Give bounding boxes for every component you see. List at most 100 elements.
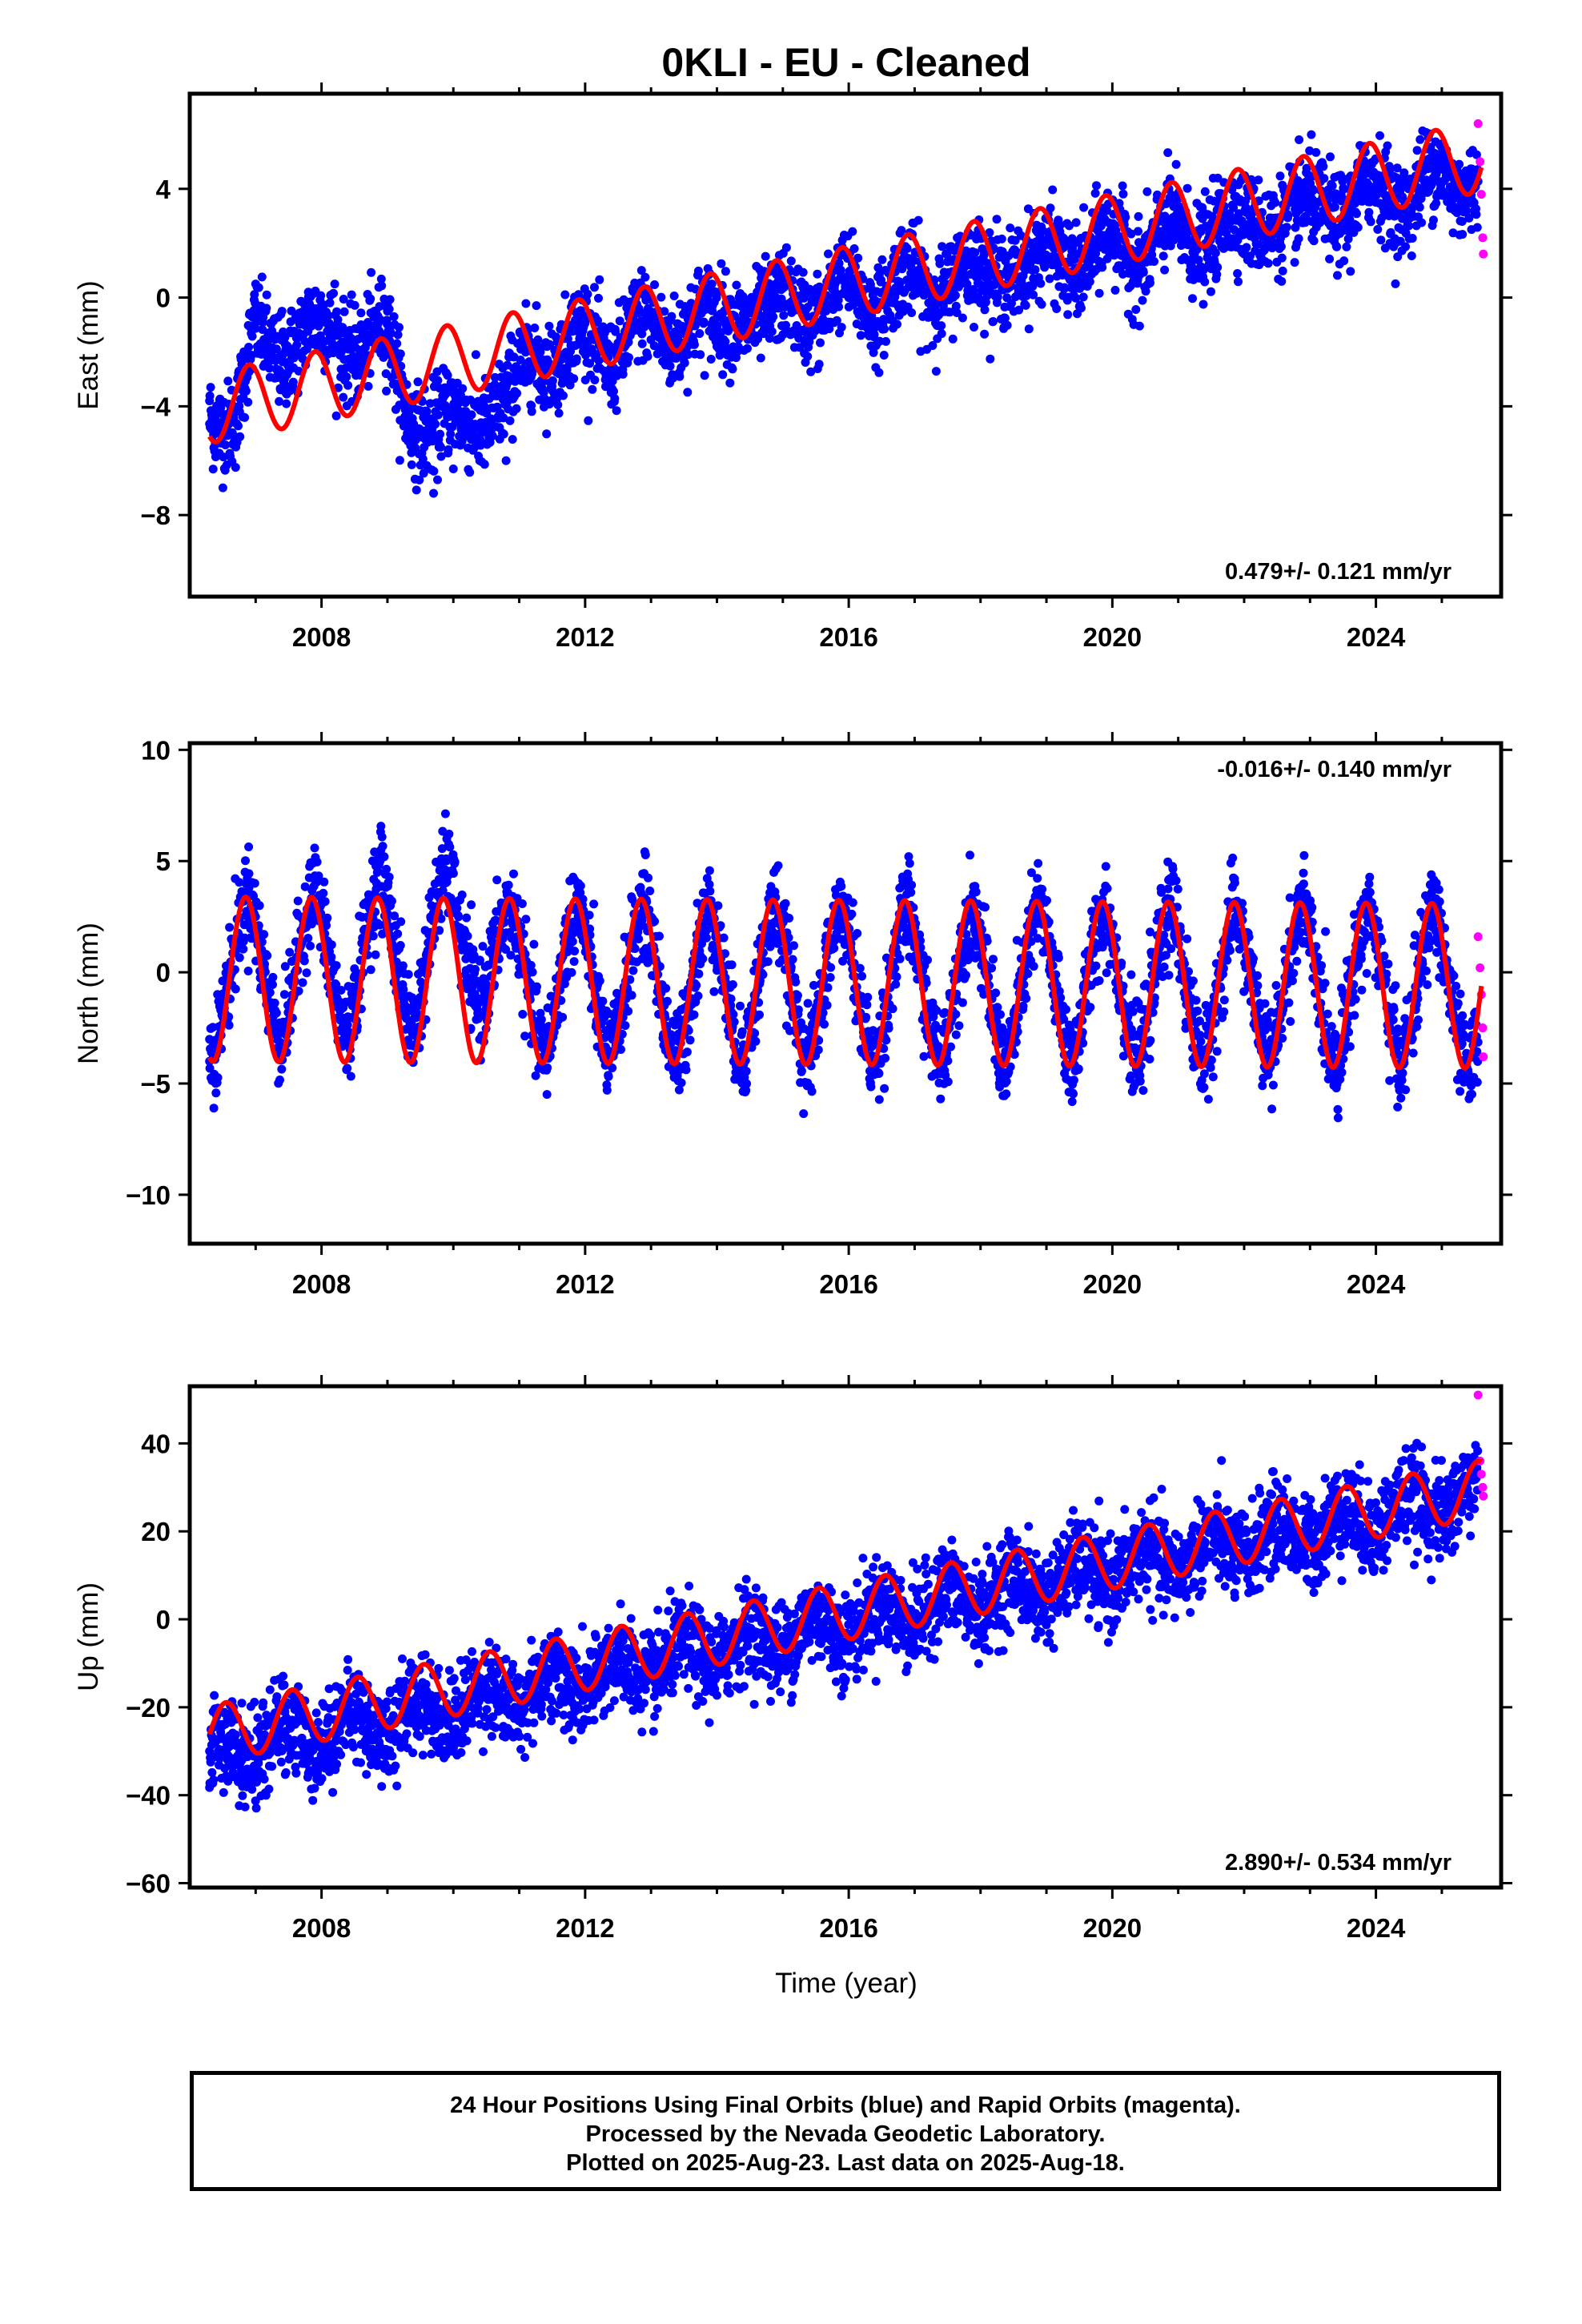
- final-orbit-point: [527, 407, 536, 416]
- final-orbit-point: [674, 331, 684, 340]
- final-orbit-point: [1401, 242, 1411, 251]
- final-orbit-point: [874, 368, 884, 377]
- final-orbit-point: [833, 296, 843, 305]
- final-orbit-point: [950, 291, 960, 300]
- final-orbit-point: [620, 1021, 630, 1031]
- final-orbit-point: [1375, 131, 1384, 140]
- final-orbit-point: [675, 372, 685, 381]
- final-orbit-point: [680, 358, 689, 368]
- final-orbit-point: [834, 259, 844, 268]
- final-orbit-point: [913, 215, 923, 225]
- final-orbit-point: [611, 327, 620, 336]
- final-orbit-point: [589, 899, 599, 909]
- final-orbit-point: [1472, 210, 1481, 219]
- final-orbit-point: [624, 337, 633, 347]
- final-orbit-point: [610, 394, 620, 404]
- y-tick-label: 0: [156, 283, 171, 313]
- final-orbit-point: [488, 431, 497, 440]
- final-orbit-point: [615, 316, 624, 326]
- final-orbit-point: [1423, 187, 1433, 196]
- x-tick-label: 2016: [819, 622, 877, 652]
- final-orbit-point: [559, 391, 568, 400]
- final-orbit-point: [532, 301, 541, 311]
- final-orbit-point: [997, 234, 1006, 243]
- final-orbit-point: [1006, 223, 1015, 233]
- final-orbit-point: [501, 456, 511, 465]
- final-orbit-point: [224, 1020, 234, 1030]
- final-orbit-point: [1239, 249, 1249, 259]
- final-orbit-point: [262, 304, 271, 313]
- final-orbit-point: [713, 321, 722, 331]
- final-orbit-point: [1266, 219, 1275, 229]
- final-orbit-point: [346, 1072, 355, 1081]
- final-orbit-point: [1277, 253, 1287, 263]
- final-orbit-point: [576, 881, 585, 891]
- final-orbit-point: [438, 886, 448, 895]
- final-orbit-point: [1415, 135, 1425, 144]
- final-orbit-point: [637, 339, 647, 348]
- final-orbit-point: [531, 1071, 540, 1080]
- rapid-orbit-point: [1473, 119, 1483, 128]
- final-orbit-point: [270, 999, 279, 1007]
- final-orbit-point: [303, 934, 313, 943]
- final-orbit-point: [1118, 181, 1127, 191]
- final-orbit-point: [219, 452, 228, 462]
- final-orbit-point: [436, 442, 445, 452]
- x-tick-label: 2008: [292, 622, 351, 652]
- final-orbit-point: [413, 377, 423, 387]
- final-orbit-point: [814, 360, 824, 369]
- final-orbit-point: [275, 396, 284, 406]
- final-orbit-point: [1290, 258, 1299, 267]
- final-orbit-point: [701, 933, 711, 943]
- final-orbit-point: [1339, 256, 1349, 266]
- final-orbit-point: [1110, 285, 1120, 295]
- final-orbit-point: [728, 364, 737, 374]
- final-orbit-point: [205, 396, 215, 406]
- final-orbit-point: [1371, 198, 1381, 207]
- final-orbit-point: [569, 957, 579, 967]
- final-orbit-point: [1024, 324, 1034, 334]
- final-orbit-point: [902, 243, 912, 253]
- rapid-orbit-points: [1473, 119, 1488, 259]
- final-orbit-point: [1295, 135, 1304, 144]
- final-orbit-point: [1345, 227, 1355, 237]
- final-orbit-point: [602, 1085, 612, 1095]
- final-orbit-point: [567, 967, 576, 977]
- final-orbit-point: [572, 354, 581, 364]
- final-orbit-point: [1399, 168, 1409, 178]
- final-orbit-point: [813, 269, 822, 279]
- final-orbit-point: [288, 377, 298, 387]
- final-orbit-point: [669, 292, 679, 300]
- final-orbit-point: [339, 392, 348, 402]
- final-orbit-point: [429, 466, 439, 476]
- final-orbit-point: [521, 915, 531, 924]
- final-orbit-point: [590, 376, 600, 384]
- final-orbit-point: [264, 364, 274, 373]
- final-orbit-point: [756, 353, 765, 363]
- final-orbit-point: [1114, 231, 1124, 241]
- final-orbit-point: [395, 456, 404, 465]
- final-orbit-point: [407, 460, 416, 469]
- final-orbit-point: [1431, 199, 1441, 208]
- final-orbit-point: [368, 931, 378, 941]
- final-orbit-point: [280, 332, 290, 342]
- final-orbit-point: [717, 259, 726, 268]
- final-orbit-point: [718, 370, 728, 380]
- final-orbit-point: [1301, 211, 1311, 221]
- final-orbit-point: [1063, 310, 1073, 320]
- final-orbit-point: [336, 986, 346, 995]
- final-orbit-point: [268, 980, 277, 989]
- final-orbit-point: [1379, 183, 1388, 192]
- final-orbit-point: [1065, 221, 1074, 231]
- final-orbit-point: [1291, 223, 1300, 232]
- final-orbit-point: [307, 919, 316, 929]
- final-orbit-point: [869, 348, 878, 357]
- final-orbit-point: [422, 407, 432, 416]
- final-orbit-point: [832, 316, 841, 325]
- final-orbit-point: [665, 361, 675, 371]
- final-orbit-points: [205, 809, 1483, 1123]
- final-orbit-point: [310, 843, 319, 853]
- x-tick-label: 2012: [556, 622, 614, 652]
- final-orbit-point: [333, 383, 343, 392]
- final-orbit-point: [329, 288, 338, 298]
